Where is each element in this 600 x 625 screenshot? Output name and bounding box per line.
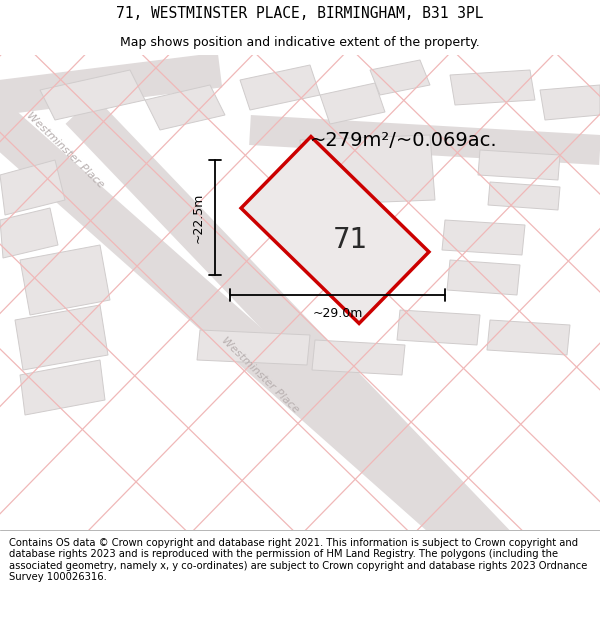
- Polygon shape: [540, 85, 600, 120]
- Text: Map shows position and indicative extent of the property.: Map shows position and indicative extent…: [120, 36, 480, 49]
- Polygon shape: [0, 52, 222, 118]
- Polygon shape: [447, 260, 520, 295]
- Text: Westminster Place: Westminster Place: [25, 110, 106, 190]
- Polygon shape: [20, 245, 110, 315]
- Text: ~22.5m: ~22.5m: [192, 192, 205, 242]
- Polygon shape: [320, 83, 385, 124]
- Polygon shape: [312, 340, 405, 375]
- Polygon shape: [40, 70, 145, 120]
- Text: ~29.0m: ~29.0m: [313, 307, 362, 320]
- Text: 71: 71: [332, 226, 368, 254]
- Text: 71, WESTMINSTER PLACE, BIRMINGHAM, B31 3PL: 71, WESTMINSTER PLACE, BIRMINGHAM, B31 3…: [116, 6, 484, 21]
- Polygon shape: [397, 310, 480, 345]
- Polygon shape: [0, 64, 494, 566]
- Polygon shape: [0, 208, 58, 258]
- Polygon shape: [249, 115, 600, 165]
- Polygon shape: [197, 330, 310, 365]
- Polygon shape: [0, 55, 600, 530]
- Polygon shape: [478, 150, 560, 180]
- Polygon shape: [488, 182, 560, 210]
- Text: ~279m²/~0.069ac.: ~279m²/~0.069ac.: [310, 131, 497, 149]
- Polygon shape: [370, 60, 430, 95]
- Polygon shape: [450, 70, 535, 105]
- Polygon shape: [0, 160, 65, 215]
- Text: Westminster Place: Westminster Place: [220, 335, 301, 415]
- Polygon shape: [241, 137, 429, 323]
- Polygon shape: [65, 96, 535, 584]
- Polygon shape: [15, 305, 108, 370]
- Polygon shape: [240, 65, 320, 110]
- Polygon shape: [20, 360, 105, 415]
- Polygon shape: [487, 320, 570, 355]
- Polygon shape: [300, 135, 435, 205]
- Polygon shape: [145, 85, 225, 130]
- Polygon shape: [442, 220, 525, 255]
- Text: Contains OS data © Crown copyright and database right 2021. This information is : Contains OS data © Crown copyright and d…: [9, 538, 587, 582]
